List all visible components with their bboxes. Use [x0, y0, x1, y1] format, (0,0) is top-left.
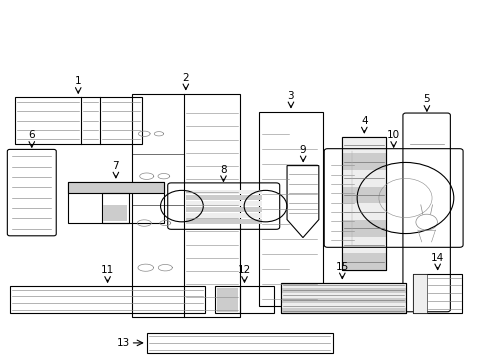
Bar — [281, 293, 405, 298]
Bar — [185, 207, 261, 212]
Text: 13: 13 — [116, 338, 129, 348]
Bar — [68, 182, 163, 223]
Bar — [103, 204, 127, 221]
Text: 2: 2 — [182, 73, 189, 83]
Bar — [342, 253, 386, 270]
Bar — [259, 112, 322, 306]
Bar — [68, 182, 163, 193]
Bar — [342, 203, 386, 220]
Bar — [185, 201, 261, 206]
Bar — [281, 303, 405, 308]
Text: 5: 5 — [423, 94, 429, 104]
Bar — [342, 137, 386, 270]
Bar — [15, 97, 142, 144]
Bar — [102, 193, 128, 223]
Bar — [342, 137, 386, 270]
Text: 3: 3 — [287, 91, 294, 101]
Text: 10: 10 — [386, 130, 399, 140]
Text: 11: 11 — [101, 265, 114, 275]
Bar — [412, 274, 426, 313]
Text: 7: 7 — [112, 161, 119, 171]
Bar — [342, 153, 386, 170]
Bar — [185, 195, 261, 200]
Bar — [342, 170, 386, 187]
Bar — [281, 283, 405, 313]
Text: 15: 15 — [335, 262, 348, 272]
Bar — [185, 189, 261, 194]
Text: 14: 14 — [430, 253, 444, 263]
Bar — [10, 286, 205, 313]
Bar — [281, 283, 405, 288]
Bar — [146, 333, 332, 353]
Bar — [132, 94, 239, 317]
Bar — [342, 137, 386, 153]
Bar — [342, 237, 386, 253]
Bar — [342, 187, 386, 203]
Bar — [215, 286, 273, 313]
Text: 9: 9 — [299, 145, 306, 155]
Text: 8: 8 — [220, 165, 226, 175]
Text: 12: 12 — [237, 265, 251, 275]
Bar — [342, 220, 386, 237]
Bar — [185, 213, 261, 218]
Bar — [217, 288, 237, 312]
Bar — [412, 274, 461, 313]
Bar — [185, 219, 261, 224]
Bar — [281, 308, 405, 313]
Bar — [281, 283, 405, 313]
Text: 1: 1 — [75, 76, 81, 86]
Text: 4: 4 — [360, 116, 367, 126]
Bar — [281, 288, 405, 293]
Text: 6: 6 — [28, 130, 35, 140]
Bar — [281, 298, 405, 303]
